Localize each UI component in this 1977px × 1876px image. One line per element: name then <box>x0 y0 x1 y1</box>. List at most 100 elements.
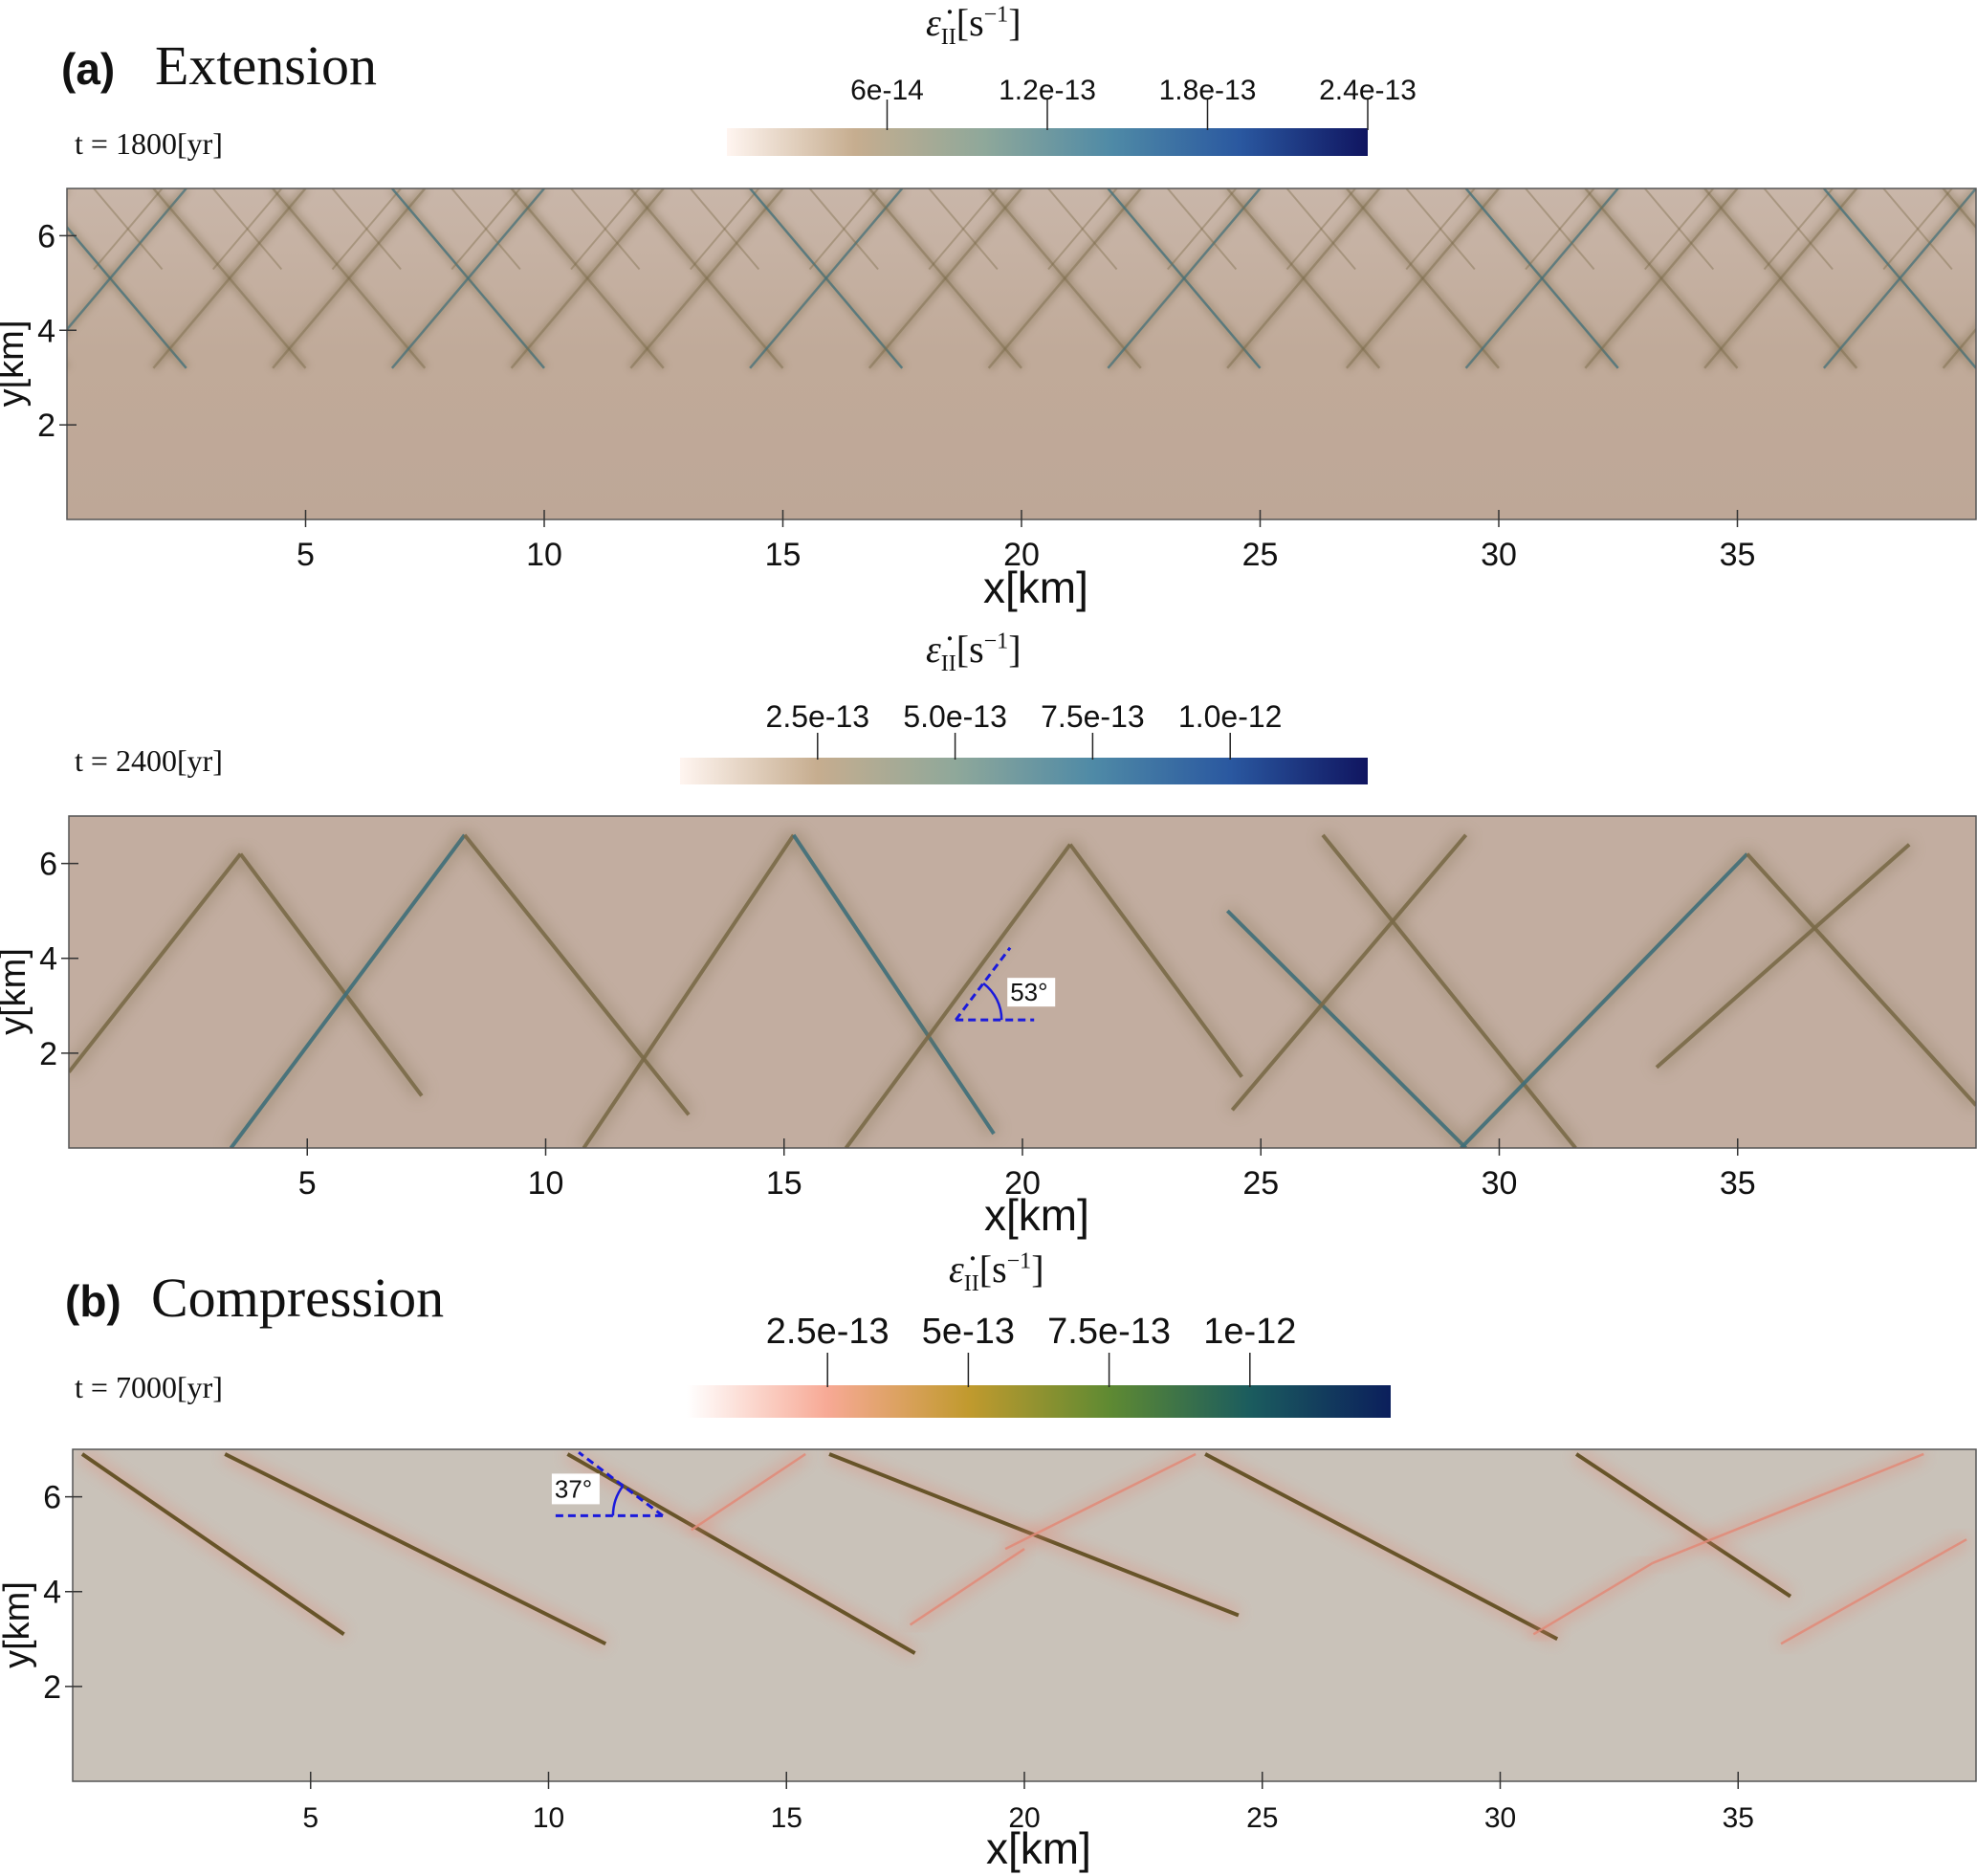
shear-band <box>1223 188 1383 371</box>
shear-band <box>229 833 467 1148</box>
shear-band <box>1167 188 1238 271</box>
colorbar-tick-label: 1e-12 <box>1203 1312 1296 1352</box>
colorbar-exponent: −1 <box>1006 1248 1032 1274</box>
x-tick-label: 5 <box>297 537 315 573</box>
colorbar-exponent: −1 <box>983 629 1009 654</box>
x-tick-label: 25 <box>1246 1802 1278 1834</box>
shear-band <box>626 188 786 371</box>
x-tick-label: 20 <box>1003 537 1040 573</box>
colorbar-symbol: ε̇ <box>926 1 941 44</box>
colorbar-title-2: ε̇II[s−1] <box>926 627 1021 677</box>
shear-band <box>152 188 307 369</box>
shear-band <box>691 1452 806 1532</box>
shear-band <box>1068 843 1243 1078</box>
shear-band <box>1581 188 1741 371</box>
shear-band <box>93 188 164 271</box>
shear-band <box>1405 188 1476 271</box>
y-tick-label: 2 <box>37 408 55 444</box>
time-label-3: t = 7000[yr] <box>75 1370 223 1404</box>
shear-band-group <box>78 1449 1969 1659</box>
x-tick-label: 20 <box>1008 1802 1040 1834</box>
shear-band-group <box>69 830 1976 1148</box>
colorbar <box>687 1385 1391 1418</box>
x-axis-label: x[km] <box>984 1190 1089 1240</box>
angle-label-box <box>1007 978 1056 1007</box>
x-tick-label: 35 <box>1720 537 1756 573</box>
x-tick-label: 15 <box>765 537 802 573</box>
shear-band <box>1942 188 1976 230</box>
colorbar-tick-label: 2.5e-13 <box>766 699 870 734</box>
shear-band <box>1882 188 1953 271</box>
angle-label: 53° <box>1010 978 1047 1006</box>
shear-band <box>1532 1561 1654 1636</box>
shear-band <box>1285 188 1356 271</box>
x-tick-label: 30 <box>1482 1165 1518 1202</box>
shear-band <box>844 843 1072 1148</box>
colorbar-symbol: ε̇ <box>926 628 941 671</box>
shear-band <box>1226 188 1381 369</box>
shear-band <box>1882 188 1953 271</box>
colorbar-tick-label: 7.5e-13 <box>1047 1312 1171 1352</box>
x-tick-label: 10 <box>528 1165 564 1202</box>
colorbar-tick-label: 2.4e-13 <box>1319 75 1417 106</box>
shear-band <box>450 188 521 271</box>
shear-band <box>928 188 999 271</box>
angle-arc <box>982 982 1003 1021</box>
x-tick-label: 35 <box>1723 1802 1754 1834</box>
colorbar-tick-label: 1.0e-12 <box>1178 699 1283 734</box>
shear-band <box>1405 188 1476 271</box>
colorbar-tick-label: 1.8e-13 <box>1159 75 1257 106</box>
colorbar-exponent: −1 <box>983 2 1009 28</box>
shear-band <box>1780 1538 1967 1645</box>
colorbar-close: ] <box>1008 1 1021 44</box>
shear-band <box>1464 188 1619 369</box>
colorbar-units: [s <box>956 628 984 671</box>
shear-band <box>1460 852 1749 1148</box>
y-tick-label: 6 <box>37 218 55 254</box>
shear-band <box>508 188 668 371</box>
shear-band <box>510 188 665 369</box>
shear-band <box>390 188 545 369</box>
shear-band <box>808 188 879 271</box>
shear-band <box>272 188 427 369</box>
shear-band <box>909 1548 1025 1626</box>
colorbar <box>680 758 1368 784</box>
panel-a-letter: (a) <box>61 44 116 94</box>
x-tick-label: 10 <box>526 537 562 573</box>
chart-panel-2: 5 10 15 20 25 30 35 2 4 6 x[km] y[km] 2.5e-13 5.0e-13… <box>0 699 1977 1240</box>
time-label-1: t = 1800[yr] <box>75 126 223 161</box>
angle-band-line <box>955 946 1012 1022</box>
shear-band <box>67 188 187 332</box>
y-tick-label: 4 <box>43 1575 61 1611</box>
shear-band <box>1655 843 1911 1070</box>
shear-band <box>1763 188 1834 271</box>
shear-band <box>1701 188 1860 371</box>
shear-band <box>1345 188 1500 369</box>
shear-band <box>570 188 641 271</box>
x-tick-label: 20 <box>1004 1165 1041 1202</box>
shear-band <box>1703 188 1858 369</box>
angle-band-line <box>578 1451 664 1517</box>
shear-band <box>1652 1452 1924 1565</box>
shear-band <box>463 833 691 1116</box>
shear-band <box>1321 833 1577 1148</box>
colorbar-units: [s <box>978 1247 1007 1291</box>
y-tick-label: 4 <box>37 313 55 349</box>
shear-band <box>570 188 641 271</box>
x-tick-label: 15 <box>766 1165 802 1202</box>
shear-band <box>212 188 283 271</box>
shear-band <box>1584 188 1739 369</box>
y-tick-label: 4 <box>39 941 57 978</box>
shear-band <box>749 188 904 369</box>
shear-band <box>1225 909 1468 1148</box>
shear-band <box>1047 188 1118 271</box>
shear-band <box>1167 188 1238 271</box>
shear-band <box>582 833 796 1148</box>
shear-band <box>1940 188 1976 234</box>
shear-band <box>1343 188 1503 371</box>
chart-panel-1: 5 10 15 20 25 30 35 2 4 6 x[km] y[km] 6e-14 1.2e-13 1.… <box>0 75 1977 612</box>
time-label-2: t = 2400[yr] <box>75 743 223 778</box>
shear-band <box>792 833 996 1136</box>
shear-band <box>1942 327 1976 369</box>
